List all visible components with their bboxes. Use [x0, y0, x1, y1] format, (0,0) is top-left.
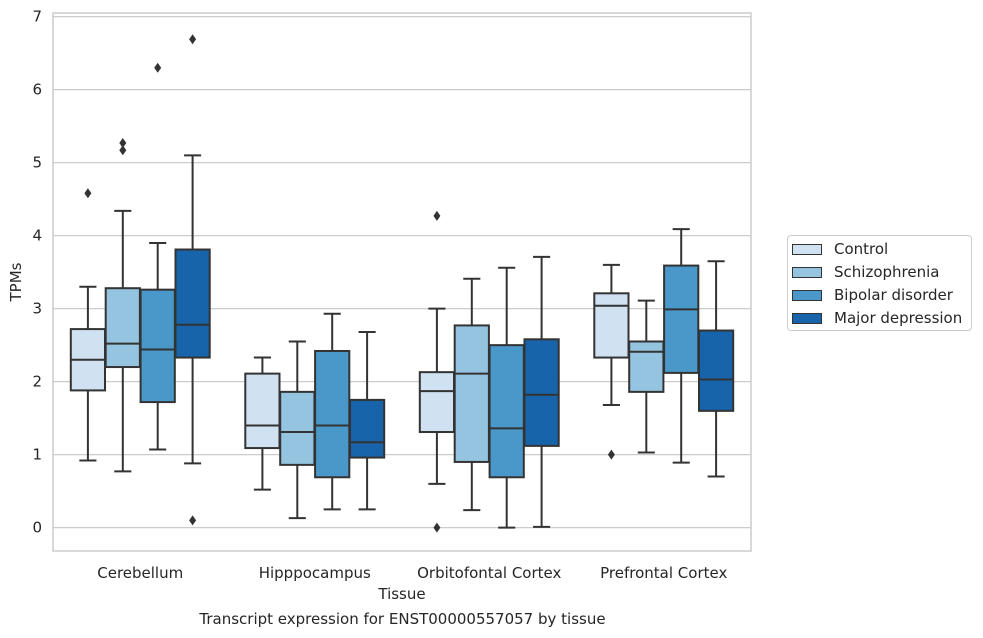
- box-bipolar-disorder-hipppocampus: [314, 312, 351, 511]
- legend-item-major-depression: Major depression: [788, 307, 962, 329]
- iqr-box-major-depression-orbitofontal-cortex: [523, 338, 560, 447]
- iqr-box-schizophrenia-orbitofontal-cortex: [453, 324, 490, 463]
- y-tick-label-4: 4: [32, 227, 42, 245]
- iqr-box-bipolar-disorder-cerebellum: [139, 288, 176, 404]
- outlier-major-depression-cerebellum-1: [189, 515, 197, 526]
- box-plots: [69, 34, 735, 533]
- iqr-box-major-depression-cerebellum: [174, 248, 211, 359]
- box-control-cerebellum: [69, 188, 107, 462]
- iqr-box-control-prefrontal-cortex: [593, 292, 630, 359]
- legend-item-schizophrenia: Schizophrenia: [788, 261, 939, 283]
- y-tick-label-5: 5: [32, 154, 42, 172]
- box-schizophrenia-prefrontal-cortex: [628, 299, 665, 454]
- box-control-prefrontal-cortex: [593, 263, 630, 460]
- outlier-control-prefrontal-cortex-0: [607, 449, 615, 460]
- box-bipolar-disorder-cerebellum: [139, 62, 176, 451]
- y-tick-label-3: 3: [32, 300, 42, 318]
- outlier-schizophrenia-cerebellum-1: [119, 145, 127, 156]
- box-major-depression-orbitofontal-cortex: [523, 255, 560, 528]
- box-bipolar-disorder-prefrontal-cortex: [663, 228, 700, 464]
- legend-swatch-bipolar-disorder: [792, 289, 822, 301]
- box-schizophrenia-hipppocampus: [279, 340, 316, 520]
- legend-label-major-depression: Major depression: [834, 309, 963, 327]
- y-tick-label-1: 1: [32, 446, 42, 464]
- iqr-box-schizophrenia-cerebellum: [104, 287, 141, 369]
- x-tick-label-prefrontal-cortex: Prefrontal Cortex: [600, 564, 727, 582]
- outlier-bipolar-disorder-cerebellum-0: [154, 62, 162, 73]
- y-tick-label-7: 7: [32, 8, 42, 26]
- y-tick-label-2: 2: [32, 373, 42, 391]
- y-tick-labels: 0 1 2 3 4 5 6 7: [32, 8, 42, 537]
- iqr-box-bipolar-disorder-prefrontal-cortex: [663, 264, 700, 374]
- legend-swatch-schizophrenia: [792, 266, 822, 278]
- y-tick-label-0: 0: [32, 519, 42, 537]
- iqr-box-control-orbitofontal-cortex: [418, 371, 456, 434]
- legend-label-schizophrenia: Schizophrenia: [834, 263, 940, 281]
- outlier-control-orbitofontal-cortex-0: [433, 210, 441, 221]
- legend-label-bipolar-disorder: Bipolar disorder: [834, 286, 953, 304]
- outlier-control-cerebellum-0: [84, 188, 92, 199]
- legend-swatch-control: [792, 243, 822, 255]
- legend-item-bipolar-disorder: Bipolar disorder: [788, 284, 953, 306]
- box-schizophrenia-cerebellum: [104, 137, 141, 473]
- box-control-orbitofontal-cortex: [418, 210, 456, 533]
- box-bipolar-disorder-orbitofontal-cortex: [488, 266, 525, 529]
- box-major-depression-cerebellum: [174, 34, 211, 526]
- plot-frame: [52, 12, 752, 552]
- outlier-control-orbitofontal-cortex-1: [433, 522, 441, 533]
- iqr-box-schizophrenia-hipppocampus: [279, 390, 316, 466]
- iqr-box-control-hipppocampus: [244, 372, 281, 450]
- legend-swatch-major-depression: [792, 312, 822, 324]
- outlier-major-depression-cerebellum-0: [189, 34, 197, 45]
- y-tick-label-6: 6: [32, 81, 42, 99]
- x-tick-label-cerebellum: Cerebellum: [97, 564, 183, 582]
- iqr-box-bipolar-disorder-orbitofontal-cortex: [488, 344, 525, 479]
- chart-caption: Transcript expression for ENST0000055705…: [199, 610, 606, 628]
- iqr-box-major-depression-prefrontal-cortex: [697, 329, 735, 412]
- legend: Control Schizophrenia Bipolar disorder M…: [787, 235, 972, 331]
- iqr-box-bipolar-disorder-hipppocampus: [314, 349, 351, 479]
- iqr-box-major-depression-hipppocampus: [348, 398, 386, 459]
- y-axis-label: TPMs: [7, 262, 25, 302]
- box-major-depression-hipppocampus: [348, 331, 386, 511]
- box-schizophrenia-orbitofontal-cortex: [453, 277, 490, 512]
- iqr-box-schizophrenia-prefrontal-cortex: [628, 340, 665, 393]
- x-tick-label-orbitofontal-cortex: Orbitofontal Cortex: [417, 564, 561, 582]
- x-tick-labels: Cerebellum Hipppocampus Orbitofontal Corte…: [97, 564, 727, 582]
- box-control-hipppocampus: [244, 356, 281, 491]
- x-axis-label: Tissue: [377, 585, 425, 603]
- outlier-schizophrenia-cerebellum-0: [119, 137, 127, 148]
- legend-item-control: Control: [788, 238, 888, 260]
- box-major-depression-prefrontal-cortex: [697, 260, 735, 478]
- x-tick-label-hipppocampus: Hipppocampus: [259, 564, 371, 582]
- legend-label-control: Control: [834, 240, 889, 258]
